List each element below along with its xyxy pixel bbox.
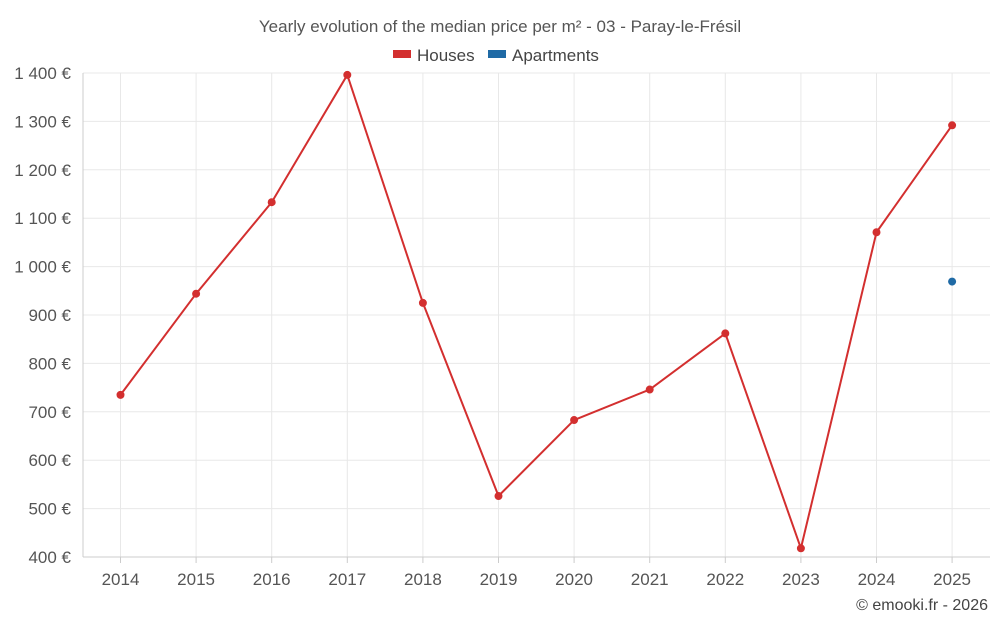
data-point-houses[interactable]: [570, 416, 579, 425]
data-point-houses[interactable]: [343, 70, 352, 79]
data-point-houses[interactable]: [872, 228, 881, 237]
y-tick-label: 700 €: [28, 403, 71, 422]
x-tick-label: 2022: [706, 570, 744, 589]
y-tick-label: 900 €: [28, 306, 71, 325]
x-tick-label: 2018: [404, 570, 442, 589]
data-point-houses[interactable]: [494, 492, 503, 501]
data-point-houses[interactable]: [796, 544, 805, 553]
legend-item-apartments[interactable]: Apartments: [488, 46, 599, 65]
y-tick-label: 400 €: [28, 548, 71, 567]
x-tick-label: 2014: [102, 570, 140, 589]
grid: [83, 72, 990, 557]
data-point-houses[interactable]: [192, 289, 201, 298]
y-tick-label: 1 100 €: [14, 209, 71, 228]
y-tick-label: 500 €: [28, 500, 71, 519]
data-point-houses[interactable]: [418, 298, 427, 307]
x-tick-label: 2025: [933, 570, 971, 589]
data-point-houses[interactable]: [948, 121, 957, 130]
series: [116, 70, 957, 553]
y-tick-label: 800 €: [28, 354, 71, 373]
axes: 400 € 500 € 600 € 700 € 800 € 900 € 1 000 € 1 1…: [14, 64, 990, 589]
series-apartments: [948, 277, 957, 286]
y-tick-label: 1 300 €: [14, 112, 71, 131]
credit-text: © emooki.fr - 2026: [856, 597, 988, 614]
data-point-houses[interactable]: [721, 329, 730, 338]
legend-swatch-houses: [393, 50, 411, 58]
x-tick-label: 2015: [177, 570, 215, 589]
series-houses: [116, 70, 957, 553]
x-tick-label: 2023: [782, 570, 820, 589]
legend-label-houses: Houses: [417, 46, 475, 65]
x-tick-label: 2020: [555, 570, 593, 589]
x-tick-label: 2016: [253, 570, 291, 589]
y-tick-label: 1 200 €: [14, 161, 71, 180]
y-tick-label: 1 400 €: [14, 64, 71, 83]
legend-swatch-apartments: [488, 50, 506, 58]
data-point-houses[interactable]: [116, 390, 125, 399]
series-line-houses: [119, 73, 953, 550]
data-point-apartments[interactable]: [948, 277, 957, 286]
legend-label-apartments: Apartments: [512, 46, 599, 65]
data-point-houses[interactable]: [645, 385, 654, 394]
legend: Houses Apartments: [393, 46, 599, 65]
x-tick-label: 2017: [328, 570, 366, 589]
data-point-houses[interactable]: [267, 198, 276, 207]
x-tick-label: 2021: [631, 570, 669, 589]
y-tick-label: 1 000 €: [14, 258, 71, 277]
y-tick-label: 600 €: [28, 451, 71, 470]
x-tick-label: 2019: [480, 570, 518, 589]
chart-title: Yearly evolution of the median price per…: [259, 17, 741, 36]
x-tick-label: 2024: [858, 570, 896, 589]
legend-item-houses[interactable]: Houses: [393, 46, 475, 65]
